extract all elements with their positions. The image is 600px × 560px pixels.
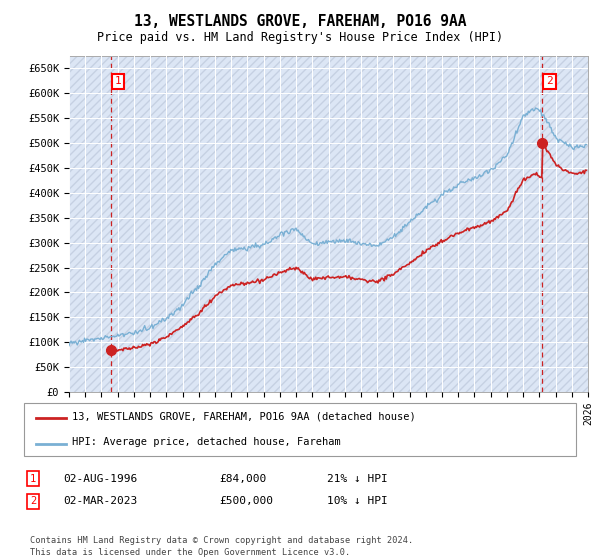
Text: 10% ↓ HPI: 10% ↓ HPI <box>327 496 388 506</box>
Text: 2: 2 <box>546 76 553 86</box>
Text: 13, WESTLANDS GROVE, FAREHAM, PO16 9AA (detached house): 13, WESTLANDS GROVE, FAREHAM, PO16 9AA (… <box>72 412 416 422</box>
Text: 02-MAR-2023: 02-MAR-2023 <box>63 496 137 506</box>
Text: Price paid vs. HM Land Registry's House Price Index (HPI): Price paid vs. HM Land Registry's House … <box>97 31 503 44</box>
Text: Contains HM Land Registry data © Crown copyright and database right 2024.
This d: Contains HM Land Registry data © Crown c… <box>30 536 413 557</box>
Text: £500,000: £500,000 <box>219 496 273 506</box>
Text: HPI: Average price, detached house, Fareham: HPI: Average price, detached house, Fare… <box>72 437 341 447</box>
Text: 1: 1 <box>115 76 122 86</box>
Text: 1: 1 <box>30 474 36 484</box>
Text: 13, WESTLANDS GROVE, FAREHAM, PO16 9AA: 13, WESTLANDS GROVE, FAREHAM, PO16 9AA <box>134 14 466 29</box>
Text: 2: 2 <box>30 496 36 506</box>
Text: 02-AUG-1996: 02-AUG-1996 <box>63 474 137 484</box>
Text: £84,000: £84,000 <box>219 474 266 484</box>
Text: 21% ↓ HPI: 21% ↓ HPI <box>327 474 388 484</box>
